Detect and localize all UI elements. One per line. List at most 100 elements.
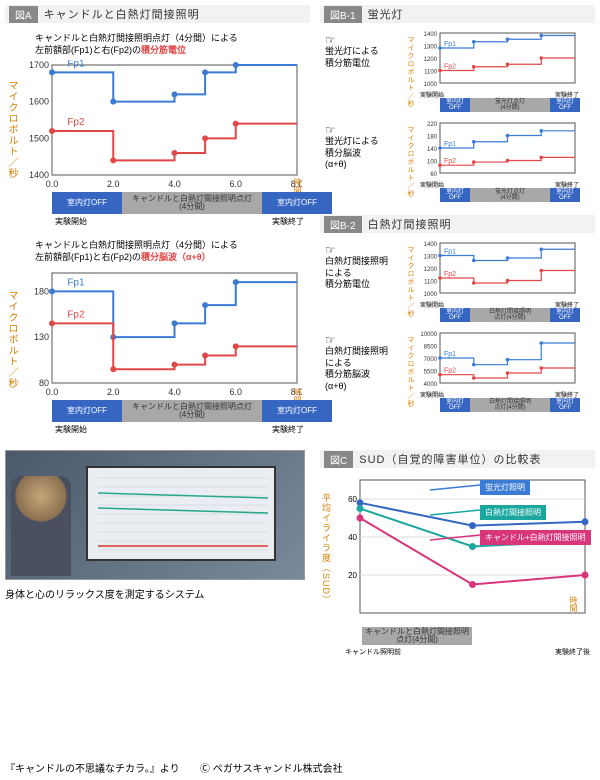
segment: 蛍光灯点灯 (4分間) bbox=[470, 188, 550, 202]
svg-text:Fp2: Fp2 bbox=[67, 117, 85, 128]
segment: 白熱灯間接照明 点灯(4分間) bbox=[470, 308, 550, 322]
fig-title: 蛍光灯 bbox=[368, 6, 404, 22]
segment-bar: 室内灯 OFF白熱灯間接照明 点灯(4分間)室内灯 OFF bbox=[440, 308, 580, 322]
fig-label: 図B-1 蛍光灯 bbox=[320, 5, 595, 23]
fig-label: 図B-2 白熱灯間接照明 bbox=[320, 215, 595, 233]
segment-bar: 室内灯 OFF白熱灯間接照明 点灯(4分間)室内灯 OFF bbox=[440, 398, 580, 412]
fig-tag: 図A bbox=[9, 6, 38, 23]
segment: 室内灯OFF bbox=[52, 192, 122, 214]
svg-text:7000: 7000 bbox=[424, 357, 438, 363]
step-chart: 10001100120013001400Fp1Fp2 bbox=[420, 238, 580, 298]
svg-text:6.0: 6.0 bbox=[229, 387, 242, 397]
segment-bar: 室内灯 OFF蛍光灯点灯 (4分間)室内灯 OFF bbox=[440, 98, 580, 112]
svg-text:60: 60 bbox=[348, 495, 357, 504]
svg-text:6.0: 6.0 bbox=[229, 179, 242, 189]
svg-text:4000: 4000 bbox=[424, 382, 438, 388]
legend-label: 蛍光灯照明 bbox=[480, 480, 530, 495]
pointer-icon: ☞ bbox=[325, 243, 336, 257]
svg-text:180: 180 bbox=[427, 135, 438, 141]
svg-text:1000: 1000 bbox=[424, 82, 438, 88]
end-label2: 実験終了 bbox=[272, 424, 304, 435]
pointer-icon: ☞ bbox=[325, 33, 336, 47]
segment: 室内灯 OFF bbox=[550, 98, 580, 112]
svg-text:10000: 10000 bbox=[420, 332, 437, 338]
fig-title: キャンドルと白熱灯間接照明 bbox=[44, 6, 200, 22]
svg-text:100: 100 bbox=[427, 160, 438, 166]
segment-bar: 室内灯OFFキャンドルと白熱灯間接照明点灯 (4分間)室内灯OFF bbox=[52, 400, 332, 422]
svg-text:1300: 1300 bbox=[424, 255, 438, 261]
svg-text:180: 180 bbox=[34, 286, 49, 296]
segment: 室内灯 OFF bbox=[440, 398, 470, 412]
fig-tag: 図B-1 bbox=[324, 6, 362, 23]
svg-text:1000: 1000 bbox=[424, 292, 438, 298]
fig-title: 白熱灯間接照明 bbox=[368, 216, 452, 232]
svg-text:1700: 1700 bbox=[29, 60, 49, 70]
svg-text:0.0: 0.0 bbox=[46, 179, 59, 189]
figA-c1-ylabel: マイクロボルト／秒 bbox=[4, 80, 19, 179]
segment: キャンドルと白熱灯間接照明点灯 (4分間) bbox=[122, 192, 262, 214]
svg-text:20: 20 bbox=[348, 571, 357, 580]
svg-text:1500: 1500 bbox=[29, 133, 49, 143]
figA-c2-ylabel: マイクロボルト／秒 bbox=[4, 290, 19, 389]
segment: 室内灯OFF bbox=[262, 400, 332, 422]
legend-label: 白熱灯間接照明 bbox=[480, 505, 546, 520]
svg-text:1200: 1200 bbox=[424, 57, 438, 63]
svg-text:1400: 1400 bbox=[424, 32, 438, 38]
svg-text:Fp2: Fp2 bbox=[444, 158, 456, 165]
fig-title: SUD（自覚的障害単位）の比較表 bbox=[359, 451, 541, 467]
svg-text:8500: 8500 bbox=[424, 345, 438, 351]
figC-ylabel: 平均イライラ度（SUD） bbox=[320, 493, 333, 605]
svg-text:Fp1: Fp1 bbox=[67, 277, 85, 288]
pointer-icon: ☞ bbox=[325, 333, 336, 347]
svg-text:5500: 5500 bbox=[424, 370, 438, 376]
pointer-icon: ☞ bbox=[325, 123, 336, 137]
end-label: 実験終了 bbox=[272, 216, 304, 227]
figC-chart: 20 40 60 bbox=[335, 475, 590, 625]
photo-placeholder bbox=[5, 450, 305, 580]
svg-text:Fp2: Fp2 bbox=[444, 64, 456, 71]
step-chart: 4000 5500 7000 8500 10000 Fp1 Fp2 bbox=[420, 328, 580, 388]
svg-text:1300: 1300 bbox=[424, 45, 438, 51]
svg-text:140: 140 bbox=[427, 147, 438, 153]
svg-text:1600: 1600 bbox=[29, 97, 49, 107]
segment: 室内灯 OFF bbox=[550, 398, 580, 412]
figC-xlabel: 時間 bbox=[568, 596, 579, 612]
xcat0: キャンドル照明前 bbox=[345, 647, 401, 657]
svg-text:1100: 1100 bbox=[424, 280, 438, 286]
svg-text:1400: 1400 bbox=[424, 242, 438, 248]
mini-text: 蛍光灯による 積分脳波 (α+θ) bbox=[325, 136, 379, 171]
svg-text:2.0: 2.0 bbox=[107, 179, 120, 189]
mini-ylabel: マイクロボルト／秒 bbox=[405, 336, 415, 408]
footer-left: 『キャンドルの不思議なチカラ。』より bbox=[5, 760, 180, 775]
segment: キャンドルと白熱灯間接照明 点灯(4分間) bbox=[362, 627, 472, 645]
svg-text:40: 40 bbox=[348, 533, 357, 542]
segment-bar: 室内灯OFFキャンドルと白熱灯間接照明点灯 (4分間)室内灯OFF bbox=[52, 192, 332, 214]
start-label: 実験開始 bbox=[55, 216, 87, 227]
segment: 室内灯OFF bbox=[262, 192, 332, 214]
svg-text:1200: 1200 bbox=[424, 267, 438, 273]
step-chart: 60100140180220Fp1Fp2 bbox=[420, 118, 580, 178]
segment: 蛍光灯点灯 (4分間) bbox=[470, 98, 550, 112]
mini-ylabel: マイクロボルト／秒 bbox=[405, 36, 415, 108]
mini-text: 蛍光灯による 積分筋電位 bbox=[325, 46, 379, 69]
segment: キャンドルと白熱灯間接照明点灯 (4分間) bbox=[122, 400, 262, 422]
svg-text:Fp1: Fp1 bbox=[67, 60, 85, 69]
svg-text:Fp1: Fp1 bbox=[444, 141, 456, 148]
svg-text:Fp2: Fp2 bbox=[67, 309, 85, 320]
svg-text:Fp1: Fp1 bbox=[444, 249, 456, 256]
svg-text:Fp2: Fp2 bbox=[444, 368, 456, 375]
step-chart: 1000 1100 1200 1300 1400 Fp1 Fp2 bbox=[420, 28, 580, 88]
svg-text:0.0: 0.0 bbox=[46, 387, 59, 397]
fig-label: 図CSUD（自覚的障害単位）の比較表 bbox=[320, 450, 595, 468]
footer-right: Ⓒ ペガサスキャンドル株式会社 bbox=[200, 760, 343, 775]
svg-text:2.0: 2.0 bbox=[107, 387, 120, 397]
photo-caption: 身体と心のリラックス度を測定するシステム bbox=[5, 586, 204, 601]
svg-text:Fp1: Fp1 bbox=[444, 41, 456, 48]
svg-text:Fp1: Fp1 bbox=[444, 351, 456, 358]
svg-text:220: 220 bbox=[427, 122, 438, 128]
svg-text:1100: 1100 bbox=[424, 70, 438, 76]
xcat2: 実験終了後 bbox=[555, 647, 590, 657]
fig-tag: 図B-2 bbox=[324, 216, 362, 233]
segment: 室内灯 OFF bbox=[440, 188, 470, 202]
segment-bar: 室内灯 OFF蛍光灯点灯 (4分間)室内灯 OFF bbox=[440, 188, 580, 202]
